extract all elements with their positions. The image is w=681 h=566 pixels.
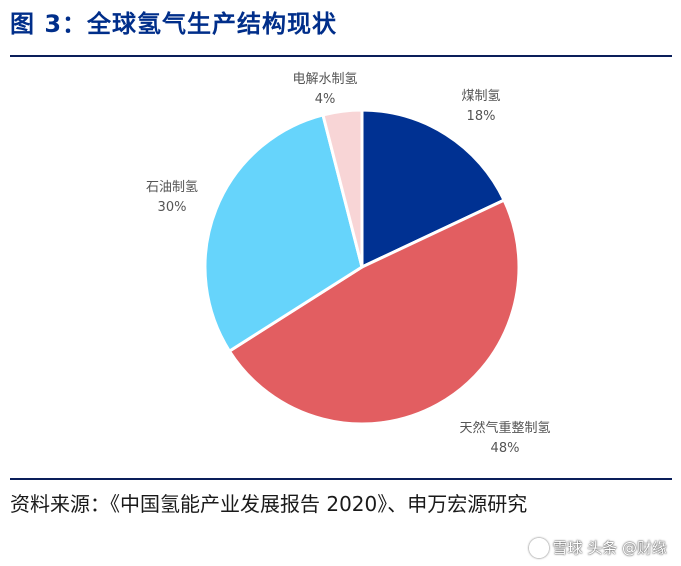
pie-slice xyxy=(203,113,364,353)
slice-name-label: 天然气重整制氢 xyxy=(459,420,550,436)
slice-name-label: 电解水制氢 xyxy=(292,72,357,87)
pie-slice xyxy=(321,108,364,269)
pie-slices xyxy=(203,108,521,426)
slice-name-label: 石油制氢 xyxy=(146,180,198,195)
watermark-text: 雪球 头条 @财缘 xyxy=(552,538,667,557)
watermark: 雪球 头条 @财缘 xyxy=(529,537,667,558)
pie-labels: 煤制氢 18% 天然气重整制氢 48% 石油制氢 30% 电解水制氢 4% xyxy=(146,72,551,456)
source-note: 资料来源：《中国氢能产业发展报告 2020》、申万宏源研究 xyxy=(10,492,528,516)
top-divider xyxy=(10,55,672,57)
pie-chart: 煤制氢 18% 天然气重整制氢 48% 石油制氢 30% 电解水制氢 4% xyxy=(146,72,551,456)
pie-slice xyxy=(360,108,506,269)
slice-value-label: 4% xyxy=(315,92,336,107)
pie-slice xyxy=(227,198,521,426)
snowball-logo-icon xyxy=(529,538,550,558)
slice-value-label: 30% xyxy=(158,200,187,215)
bottom-divider xyxy=(10,478,672,480)
figure-title: 图 3：全球氢气生产结构现状 xyxy=(10,10,338,38)
slice-name-label: 煤制氢 xyxy=(461,89,500,104)
slice-value-label: 18% xyxy=(467,109,496,124)
slice-value-label: 48% xyxy=(491,441,520,456)
